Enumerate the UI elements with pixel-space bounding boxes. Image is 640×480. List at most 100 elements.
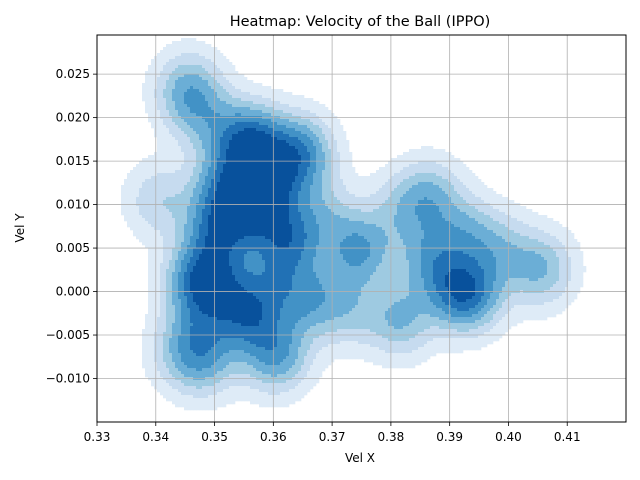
density-cell	[175, 209, 179, 213]
density-cell	[151, 86, 155, 90]
density-cell	[181, 131, 185, 135]
density-cell	[166, 293, 170, 297]
density-cell	[211, 398, 215, 402]
density-cell	[229, 149, 233, 153]
density-cell	[220, 299, 224, 303]
density-cell	[169, 161, 173, 165]
density-cell	[196, 314, 200, 318]
density-cell	[241, 230, 245, 234]
density-cell	[217, 89, 221, 93]
density-cell	[157, 59, 161, 63]
density-cell	[226, 89, 230, 93]
density-cell	[205, 44, 209, 48]
density-cell	[226, 353, 230, 357]
density-cell	[232, 131, 236, 135]
density-cell	[244, 230, 248, 234]
density-cell	[151, 113, 155, 117]
density-cell	[163, 362, 167, 366]
density-cell	[265, 110, 269, 114]
density-cell	[172, 374, 176, 378]
density-cell	[208, 275, 212, 279]
density-cell	[238, 188, 242, 192]
density-cell	[217, 74, 221, 78]
density-cell	[229, 122, 233, 126]
density-cell	[172, 314, 176, 318]
density-cell	[232, 254, 236, 258]
density-cell	[265, 281, 269, 285]
density-cell	[190, 131, 194, 135]
density-cell	[193, 185, 197, 189]
density-cell	[169, 74, 173, 78]
density-cell	[187, 317, 191, 321]
density-cell	[211, 146, 215, 150]
density-cell	[202, 371, 206, 375]
density-cell	[184, 215, 188, 219]
density-cell	[190, 164, 194, 168]
density-cell	[241, 149, 245, 153]
density-cell	[244, 395, 248, 399]
density-cell	[199, 161, 203, 165]
density-cell	[238, 293, 242, 297]
density-cell	[196, 158, 200, 162]
density-cell	[148, 218, 152, 222]
density-cell	[178, 68, 182, 72]
density-cell	[232, 143, 236, 147]
density-cell	[244, 182, 248, 186]
density-cell	[193, 71, 197, 75]
density-cell	[223, 299, 227, 303]
density-cell	[145, 158, 149, 162]
density-cell	[181, 158, 185, 162]
density-cell	[196, 200, 200, 204]
density-cell	[172, 365, 176, 369]
density-cell	[232, 95, 236, 99]
density-cell	[187, 53, 191, 57]
density-cell	[244, 86, 248, 90]
density-cell	[226, 197, 230, 201]
density-cell	[205, 269, 209, 273]
density-cell	[169, 326, 173, 330]
density-cell	[184, 101, 188, 105]
density-cell	[190, 179, 194, 183]
density-cell	[199, 98, 203, 102]
density-cell	[169, 188, 173, 192]
density-cell	[199, 128, 203, 132]
density-cell	[232, 296, 236, 300]
density-cell	[166, 95, 170, 99]
density-cell	[190, 221, 194, 225]
density-cell	[235, 119, 239, 123]
density-cell	[163, 302, 167, 306]
density-cell	[244, 380, 248, 384]
density-cell	[220, 245, 224, 249]
density-cell	[199, 188, 203, 192]
density-cell	[238, 185, 242, 189]
density-cell	[241, 155, 245, 159]
density-cell	[181, 146, 185, 150]
density-cell	[160, 230, 164, 234]
density-cell	[220, 227, 224, 231]
density-cell	[196, 317, 200, 321]
density-cell	[256, 371, 260, 375]
density-cell	[202, 347, 206, 351]
density-cell	[250, 200, 254, 204]
density-cell	[187, 344, 191, 348]
density-cell	[262, 218, 266, 222]
density-cell	[175, 65, 179, 69]
density-cell	[157, 137, 161, 141]
density-cell	[259, 308, 263, 312]
density-cell	[217, 317, 221, 321]
density-cell	[256, 395, 260, 399]
density-cell	[226, 359, 230, 363]
density-cell	[265, 212, 269, 216]
density-cell	[199, 254, 203, 258]
density-cell	[268, 380, 272, 384]
density-cell	[247, 209, 251, 213]
density-cell	[232, 236, 236, 240]
density-cell	[193, 275, 197, 279]
density-cell	[256, 383, 260, 387]
density-cell	[193, 314, 197, 318]
density-cell	[169, 332, 173, 336]
density-cell	[199, 101, 203, 105]
density-cell	[271, 149, 275, 153]
density-cell	[238, 278, 242, 282]
density-cell	[256, 353, 260, 357]
